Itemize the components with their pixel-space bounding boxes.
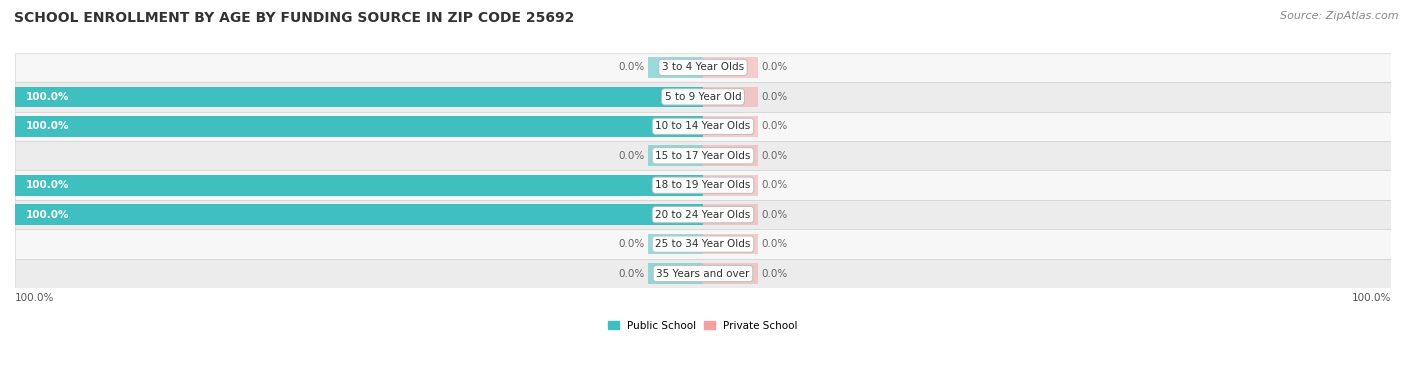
Text: 10 to 14 Year Olds: 10 to 14 Year Olds [655,121,751,131]
Text: 0.0%: 0.0% [762,239,787,249]
Text: 20 to 24 Year Olds: 20 to 24 Year Olds [655,210,751,220]
Text: 0.0%: 0.0% [619,239,644,249]
Bar [15,259,1391,288]
Text: 0.0%: 0.0% [762,268,787,279]
Text: 100.0%: 100.0% [15,293,55,303]
Bar [648,57,703,78]
Bar [15,175,703,196]
Bar [15,170,1391,200]
Bar [15,112,1391,141]
Bar [703,175,758,196]
Bar [703,263,758,284]
Text: 0.0%: 0.0% [619,268,644,279]
Text: 0.0%: 0.0% [762,92,787,102]
Bar [15,204,703,225]
Text: 0.0%: 0.0% [762,151,787,161]
Text: 0.0%: 0.0% [762,63,787,72]
Text: 35 Years and over: 35 Years and over [657,268,749,279]
Text: 5 to 9 Year Old: 5 to 9 Year Old [665,92,741,102]
Bar [648,263,703,284]
Text: 0.0%: 0.0% [762,210,787,220]
Text: 100.0%: 100.0% [25,92,69,102]
Text: 100.0%: 100.0% [25,210,69,220]
Text: 0.0%: 0.0% [619,151,644,161]
Text: 100.0%: 100.0% [25,121,69,131]
Bar [15,82,1391,112]
Bar [648,146,703,166]
Bar [703,146,758,166]
Text: 18 to 19 Year Olds: 18 to 19 Year Olds [655,180,751,190]
Bar [15,87,703,107]
Legend: Public School, Private School: Public School, Private School [605,317,801,335]
Text: Source: ZipAtlas.com: Source: ZipAtlas.com [1281,11,1399,21]
Bar [703,204,758,225]
Bar [648,234,703,254]
Bar [703,57,758,78]
Text: 0.0%: 0.0% [762,121,787,131]
Bar [703,234,758,254]
Text: 0.0%: 0.0% [619,63,644,72]
Bar [15,141,1391,170]
Text: 3 to 4 Year Olds: 3 to 4 Year Olds [662,63,744,72]
Bar [15,200,1391,229]
Bar [15,53,1391,82]
Bar [15,116,703,136]
Bar [703,87,758,107]
Text: 25 to 34 Year Olds: 25 to 34 Year Olds [655,239,751,249]
Text: 15 to 17 Year Olds: 15 to 17 Year Olds [655,151,751,161]
Text: 100.0%: 100.0% [1351,293,1391,303]
Bar [15,229,1391,259]
Text: 0.0%: 0.0% [762,180,787,190]
Text: SCHOOL ENROLLMENT BY AGE BY FUNDING SOURCE IN ZIP CODE 25692: SCHOOL ENROLLMENT BY AGE BY FUNDING SOUR… [14,11,575,25]
Text: 100.0%: 100.0% [25,180,69,190]
Bar [703,116,758,136]
